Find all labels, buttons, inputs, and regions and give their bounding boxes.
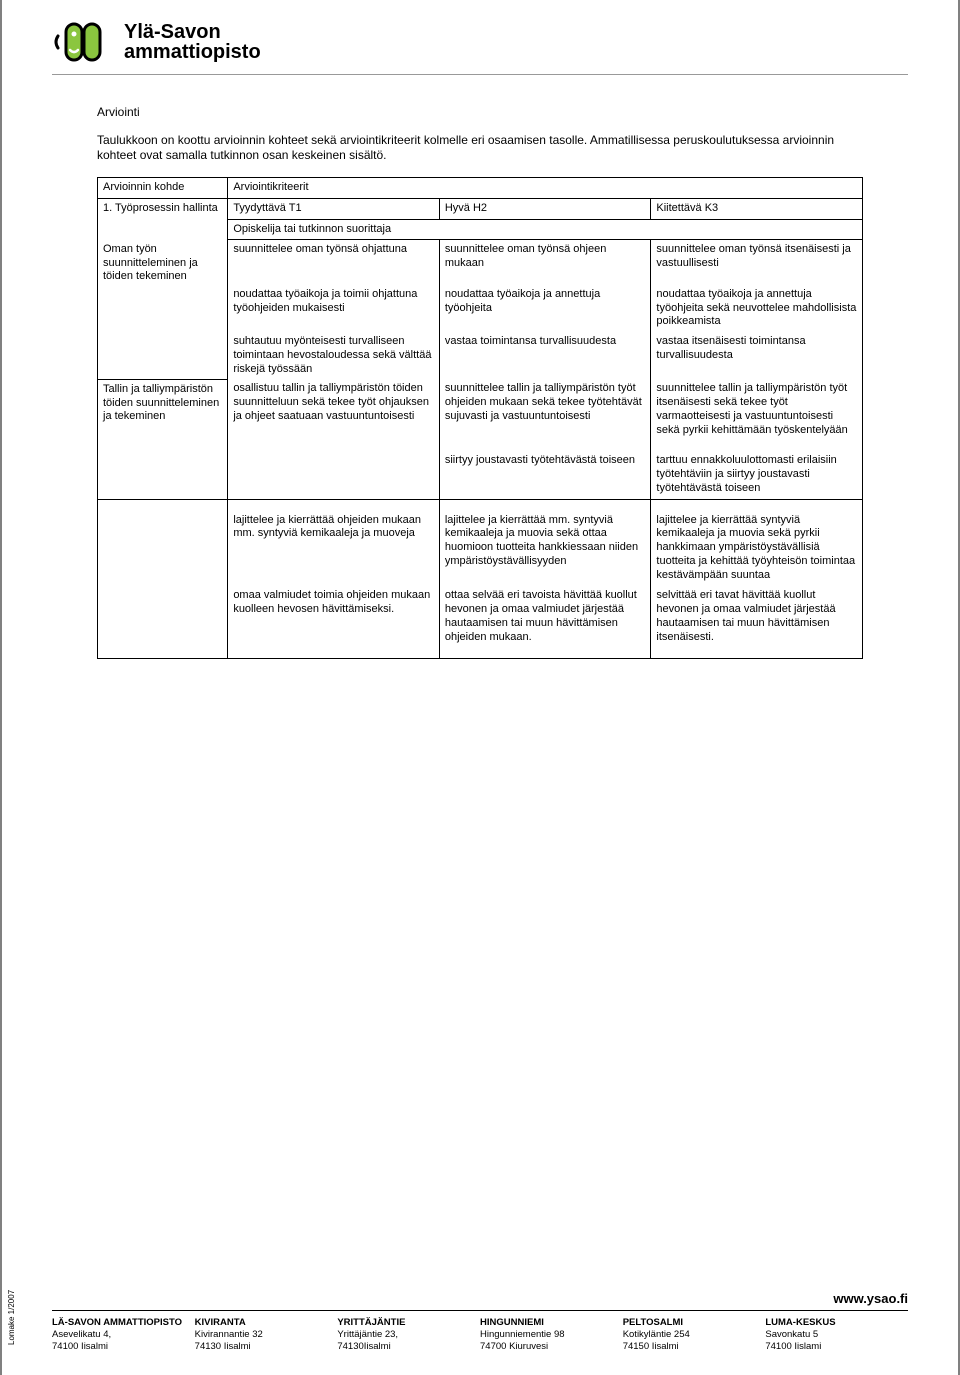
cell-t1: omaa valmiudet toimia ohjeiden mukaan ku…: [228, 585, 440, 659]
cell-k3: tarttuu ennakkoluulottomasti erilaisiin …: [651, 440, 863, 499]
cell-t1: [228, 440, 440, 499]
footer-col-name: YRITTÄJÄNTIE: [337, 1317, 480, 1329]
cell-h2: suunnittelee oman työnsä ohjeen mukaan: [439, 240, 651, 274]
cell-t1: lajittelee ja kierrättää ohjeiden mukaan…: [228, 499, 440, 585]
assessment-table: Arvioinnin kohde Arviointikriteerit 1. T…: [97, 177, 863, 659]
footer-col-line: 74130 Iisalmi: [195, 1341, 338, 1353]
footer-col-name: LÄ-SAVON AMMATTIOPISTO: [52, 1317, 195, 1329]
footer-col-name: HINGUNNIEMI: [480, 1317, 623, 1329]
cell-k3: vastaa itsenäisesti toimintansa turvalli…: [651, 332, 863, 379]
page-content: Arviointi Taulukkoon on koottu arvioinni…: [2, 75, 958, 659]
footer-col-line: Yrittäjäntie 23,: [337, 1329, 480, 1341]
kohde-tallin: Tallin ja talliympäristön töiden suunnit…: [98, 379, 228, 499]
cell-k3: selvittää eri tavat hävittää kuollut hev…: [651, 585, 863, 659]
footer-col-line: 74100 Iislami: [765, 1341, 908, 1353]
th-t1: Tyydyttävä T1: [228, 198, 440, 219]
page-header: Ylä-Savon ammattiopisto: [2, 0, 958, 68]
footer-col-line: 74100 Iisalmi: [52, 1341, 195, 1353]
cell-h2: siirtyy joustavasti työtehtävästä toisee…: [439, 440, 651, 499]
page-footer: www.ysao.fi LÄ-SAVON AMMATTIOPISTO Aseve…: [52, 1291, 908, 1353]
cell-h2: suunnittelee tallin ja talliympäristön t…: [439, 379, 651, 440]
kohde-oman: Oman työn suunnitteleminen ja töiden tek…: [98, 240, 228, 380]
cell-t1: noudattaa työaikoja ja toimii ohjattuna …: [228, 274, 440, 332]
kohde-empty: [98, 499, 228, 659]
th-k3: Kiitettävä K3: [651, 198, 863, 219]
footer-col-line: Hingunniementie 98: [480, 1329, 623, 1341]
table-level-row: 1. Työprosessin hallinta Tyydyttävä T1 H…: [98, 198, 863, 219]
footer-url: www.ysao.fi: [52, 1291, 908, 1306]
cell-t1: suunnittelee oman työnsä ohjattuna: [228, 240, 440, 274]
footer-col: KIVIRANTA Kivirannantie 32 74130 Iisalmi: [195, 1317, 338, 1353]
lomake-label: Lomake 1/2007: [7, 1290, 16, 1345]
cell-h2: noudattaa työaikoja ja annettuja työohje…: [439, 274, 651, 332]
th-h2: Hyvä H2: [439, 198, 651, 219]
th-kriteerit: Arviointikriteerit: [228, 178, 863, 199]
brand-line1: Ylä-Savon: [124, 22, 261, 42]
cell-h2: ottaa selvää eri tavoista hävittää kuoll…: [439, 585, 651, 659]
table-row: Tallin ja talliympäristön töiden suunnit…: [98, 379, 863, 440]
section-title: Arviointi: [97, 105, 863, 119]
table-row: lajittelee ja kierrättää ohjeiden mukaan…: [98, 499, 863, 585]
cell-k3: lajittelee ja kierrättää syntyviä kemika…: [651, 499, 863, 585]
footer-col-name: KIVIRANTA: [195, 1317, 338, 1329]
cell-t1: osallistuu tallin ja talliympäristön töi…: [228, 379, 440, 440]
footer-divider: [52, 1310, 908, 1311]
footer-col-line: Savonkatu 5: [765, 1329, 908, 1341]
cell-k3: suunnittelee oman työnsä itsenäisesti ja…: [651, 240, 863, 274]
footer-col-name: PELTOSALMI: [623, 1317, 766, 1329]
footer-col-line: Asevelikatu 4,: [52, 1329, 195, 1341]
footer-col: LUMA-KESKUS Savonkatu 5 74100 Iislami: [765, 1317, 908, 1353]
footer-col-line: Kotikyläntie 254: [623, 1329, 766, 1341]
intro-paragraph: Taulukkoon on koottu arvioinnin kohteet …: [97, 133, 863, 163]
opiskelija-label: Opiskelija tai tutkinnon suorittaja: [228, 219, 863, 240]
cell-k3: suunnittelee tallin ja talliympäristön t…: [651, 379, 863, 440]
footer-col-name: LUMA-KESKUS: [765, 1317, 908, 1329]
brand-line2: ammattiopisto: [124, 42, 261, 62]
cell-k3: noudattaa työaikoja ja annettuja työohje…: [651, 274, 863, 332]
cell-h2: vastaa toimintansa turvallisuudesta: [439, 332, 651, 379]
kohde-1: 1. Työprosessin hallinta: [98, 198, 228, 240]
footer-col-line: 74150 Iisalmi: [623, 1341, 766, 1353]
footer-col: PELTOSALMI Kotikyläntie 254 74150 Iisalm…: [623, 1317, 766, 1353]
table-row: Oman työn suunnitteleminen ja töiden tek…: [98, 240, 863, 274]
footer-col: YRITTÄJÄNTIE Yrittäjäntie 23, 74130Iisal…: [337, 1317, 480, 1353]
footer-col-line: 74130Iisalmi: [337, 1341, 480, 1353]
footer-col-line: 74700 Kiuruvesi: [480, 1341, 623, 1353]
cell-h2: lajittelee ja kierrättää mm. syntyviä ke…: [439, 499, 651, 585]
table-header-row: Arvioinnin kohde Arviointikriteerit: [98, 178, 863, 199]
logo-icon: [52, 20, 116, 64]
brand-name: Ylä-Savon ammattiopisto: [124, 22, 261, 62]
cell-t1: suhtautuu myönteisesti turvalliseen toim…: [228, 332, 440, 379]
footer-col: LÄ-SAVON AMMATTIOPISTO Asevelikatu 4, 74…: [52, 1317, 195, 1353]
footer-columns: LÄ-SAVON AMMATTIOPISTO Asevelikatu 4, 74…: [52, 1317, 908, 1353]
th-kohde: Arvioinnin kohde: [98, 178, 228, 199]
footer-col: HINGUNNIEMI Hingunniementie 98 74700 Kiu…: [480, 1317, 623, 1353]
footer-col-line: Kivirannantie 32: [195, 1329, 338, 1341]
